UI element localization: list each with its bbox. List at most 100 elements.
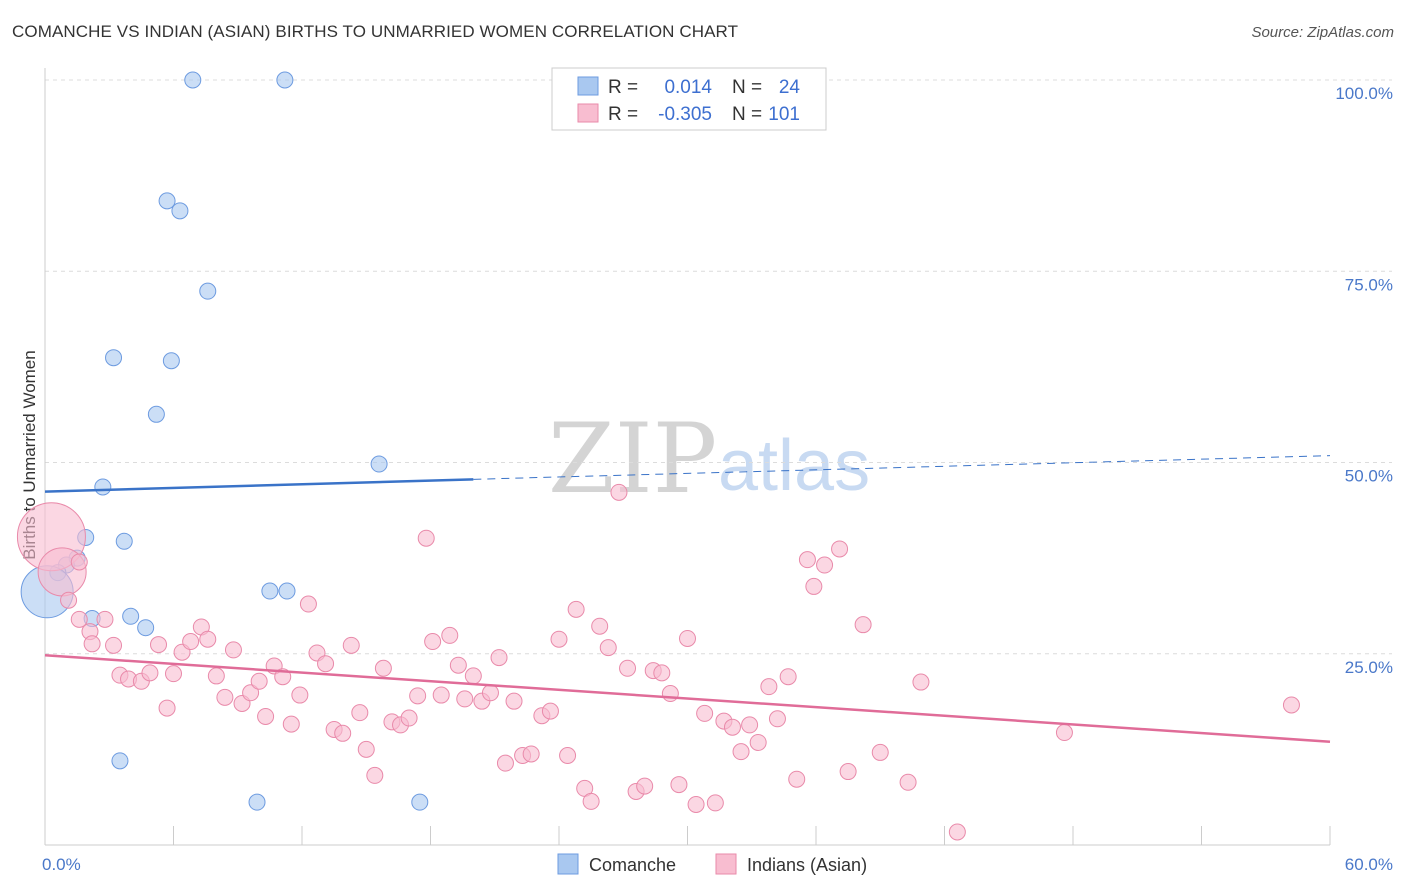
indian-asian-point	[351, 704, 369, 722]
comanche-point	[122, 607, 140, 625]
indian-asian-point	[679, 629, 696, 647]
indian-asian-point	[366, 766, 384, 784]
chart-title: COMANCHE VS INDIAN (ASIAN) BIRTHS TO UNM…	[12, 22, 739, 41]
indian-asian-point	[559, 746, 577, 764]
indian-asian-point	[199, 630, 217, 648]
indian-asian-point	[788, 770, 806, 788]
comanche-point	[370, 455, 388, 473]
legend-r-value: 0.014	[664, 77, 712, 98]
y-tick-labels: 25.0% 50.0% 75.0% 100.0%	[1335, 84, 1393, 677]
comanche-point	[248, 793, 266, 811]
indian-asian-point	[224, 641, 242, 659]
indian-asian-point	[342, 636, 360, 654]
indian-asian-point	[291, 686, 309, 704]
indian-asian-point	[723, 718, 741, 736]
indian-asian-point	[424, 633, 442, 651]
legend-n-label: N =	[732, 104, 762, 125]
stats-legend: R = 0.014 N = 24 R = -0.305 N = 101	[551, 67, 827, 131]
indian-asian-point	[334, 724, 352, 742]
indian-asian-point	[661, 685, 679, 703]
chart-source: Source: ZipAtlas.com	[1251, 24, 1394, 41]
comanche-point	[111, 752, 129, 770]
comanche-point	[115, 532, 133, 550]
indian-asian-point	[749, 733, 767, 751]
indian-asian-point	[741, 716, 759, 734]
y-tick-label-50: 50.0%	[1345, 467, 1393, 486]
data-points	[16, 71, 1300, 841]
indian-asian-point	[257, 707, 275, 725]
comanche-point	[199, 282, 217, 300]
indian-asian-point	[165, 665, 182, 683]
comanche-point	[261, 582, 279, 600]
indian-asian-point	[250, 672, 268, 690]
indian-asian-point	[400, 709, 418, 727]
indian-asian-point	[854, 616, 872, 634]
indian-asian-point	[60, 591, 78, 609]
indian-asian-point	[522, 745, 540, 763]
watermark: ZIP atlas	[548, 403, 870, 515]
indian-asian-point	[732, 743, 750, 761]
indian-asian-point	[242, 684, 260, 702]
indian-asian-point	[464, 667, 482, 685]
comanche-point	[137, 619, 155, 637]
indian-asian-point	[670, 776, 688, 794]
comanche-point	[158, 192, 176, 210]
legend-swatch	[577, 103, 599, 123]
indian-asian-point	[409, 687, 427, 705]
y-tick-label-100: 100.0%	[1335, 84, 1393, 103]
series-legend-swatch	[715, 853, 737, 875]
x-tick-labels: 0.0% 60.0%	[42, 855, 1393, 874]
indian-asian-point	[696, 704, 714, 722]
y-tick-label-75: 75.0%	[1345, 275, 1393, 294]
series-legend-label: Indians (Asian)	[747, 855, 867, 875]
indian-asian-point	[912, 673, 930, 691]
indian-asian-point	[760, 678, 778, 696]
comanche-trend-extension	[473, 455, 1331, 480]
series-legend-swatch	[557, 853, 579, 875]
indian-asian-point	[706, 794, 724, 812]
indian-asian-point	[831, 540, 849, 558]
trend-lines	[44, 455, 1331, 743]
comanche-point	[276, 71, 294, 89]
comanche-point	[162, 352, 180, 370]
indian-asian-point	[207, 667, 225, 685]
indian-asian-point	[610, 483, 628, 501]
y-tick-label-25: 25.0%	[1345, 658, 1393, 677]
legend-n-value: 101	[768, 104, 800, 125]
indian-asian-point	[619, 659, 637, 677]
indian-asian-point	[687, 795, 705, 813]
indian-asian-point	[70, 553, 88, 571]
legend-r-value: -0.305	[658, 104, 712, 125]
indian-asian-point	[599, 639, 617, 657]
indian-asian-point	[282, 715, 300, 733]
watermark-atlas: atlas	[718, 426, 870, 506]
indian-asian-point	[158, 699, 176, 717]
indian-asian-point	[432, 686, 450, 704]
indian-asian-point	[83, 635, 101, 653]
indian-asian-point	[96, 610, 114, 628]
indian-asian-point	[1282, 696, 1300, 714]
indian-asian-point	[816, 556, 834, 574]
indian-asian-point	[899, 773, 917, 791]
legend-n-value: 24	[779, 77, 801, 98]
indian-asian-point	[839, 763, 857, 781]
indian-asian-point	[582, 792, 600, 810]
indian-asian-point	[490, 649, 508, 667]
indian-asian-point	[871, 743, 889, 761]
indian-asian-point	[805, 577, 823, 595]
indian-asian-point	[541, 702, 559, 720]
indian-asian-point	[441, 626, 459, 644]
x-tick-label-60: 60.0%	[1345, 855, 1393, 874]
comanche-trend-line	[44, 478, 474, 493]
comanche-point	[184, 71, 202, 89]
indian-asian-point	[505, 692, 523, 710]
indian-asian-point	[550, 630, 568, 648]
series-legend-label: Comanche	[589, 855, 676, 875]
indian-asian-point	[150, 636, 168, 654]
legend-n-label: N =	[732, 77, 762, 98]
indian-asian-point	[653, 664, 671, 682]
indian-asian-point	[768, 710, 786, 728]
indian-asian-point	[636, 777, 654, 795]
indian-asian-point	[357, 740, 375, 758]
